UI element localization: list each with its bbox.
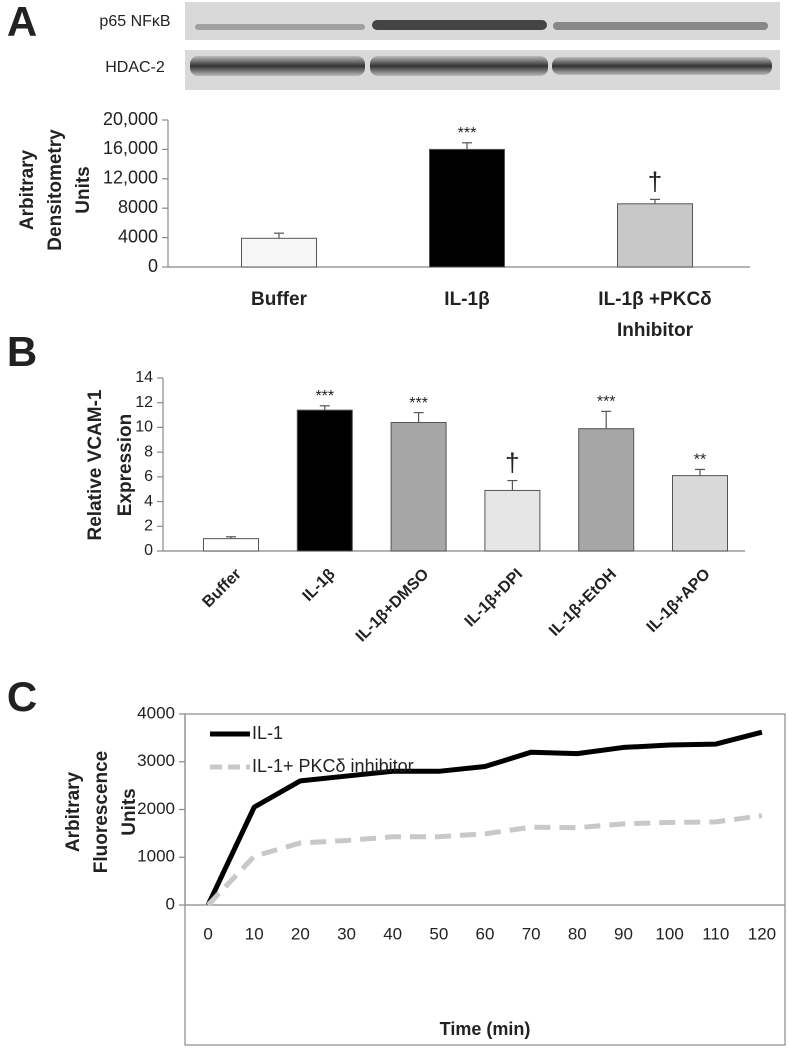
y-tick-label: 16,000 bbox=[103, 138, 158, 158]
line-series bbox=[206, 813, 763, 907]
panel-label: C bbox=[7, 673, 37, 720]
bar bbox=[578, 428, 635, 552]
y-tick-label: 3000 bbox=[137, 751, 175, 770]
x-tick-label: 20 bbox=[291, 924, 310, 943]
x-tick-label: 90 bbox=[614, 924, 633, 943]
panel-label: B bbox=[7, 328, 37, 375]
blot-label: HDAC-2 bbox=[105, 59, 165, 76]
x-tick-label: IL-1β bbox=[300, 566, 339, 605]
y-axis-label: Relative VCAM-1 bbox=[85, 389, 106, 540]
y-tick-label: 4 bbox=[144, 493, 153, 510]
x-tick-label: 50 bbox=[429, 924, 448, 943]
y-tick-label: 0 bbox=[166, 894, 175, 913]
x-tick-label: 100 bbox=[655, 924, 683, 943]
x-tick-label: Buffer bbox=[199, 566, 244, 611]
x-tick-label-box: IL-1β bbox=[444, 289, 490, 310]
x-tick-label: 10 bbox=[245, 924, 264, 943]
blot-p65 bbox=[185, 2, 780, 40]
x-tick-label-box: Buffer bbox=[251, 289, 307, 310]
x-tick-label: IL-1β+DPI bbox=[462, 566, 527, 631]
significance: † bbox=[648, 166, 662, 196]
blot-hdac2 bbox=[185, 50, 780, 90]
y-axis-label: Expression bbox=[115, 414, 136, 516]
y-tick-label: 14 bbox=[135, 369, 153, 386]
significance: *** bbox=[409, 395, 428, 412]
y-tick-label: 8 bbox=[144, 443, 153, 460]
y-axis-label: Units bbox=[119, 788, 140, 836]
bar bbox=[203, 538, 259, 552]
bar bbox=[484, 489, 541, 552]
x-axis-label: Time (min) bbox=[440, 1019, 531, 1039]
y-axis-label: Arbitrary bbox=[63, 771, 84, 852]
y-tick-label: 20,000 bbox=[103, 109, 158, 129]
y-tick-label: 12 bbox=[135, 394, 153, 411]
x-tick-label-box: IL-1β +PKCδ Inhibitor bbox=[598, 289, 712, 341]
x-tick-label: 70 bbox=[522, 924, 541, 943]
y-tick-label: 2000 bbox=[137, 799, 175, 818]
significance: *** bbox=[597, 394, 616, 411]
y-tick-label: 4000 bbox=[118, 226, 158, 246]
bar bbox=[390, 421, 447, 552]
y-tick-label: 6 bbox=[144, 468, 153, 485]
blot-label: p65 NFκB bbox=[99, 13, 170, 30]
line-series bbox=[205, 729, 763, 907]
x-tick-label: 30 bbox=[337, 924, 356, 943]
bar bbox=[241, 237, 317, 268]
y-tick-label: 10 bbox=[135, 419, 153, 436]
bar bbox=[296, 409, 353, 552]
significance: ** bbox=[694, 452, 706, 469]
x-tick-label: 80 bbox=[568, 924, 587, 943]
y-axis-label: Densitometry bbox=[45, 129, 66, 251]
y-tick-label: 1000 bbox=[137, 847, 175, 866]
legend-label: IL-1 bbox=[252, 723, 283, 743]
y-tick-label: 8000 bbox=[118, 197, 158, 217]
x-tick-label: 110 bbox=[702, 924, 729, 943]
y-tick-label: 12,000 bbox=[103, 168, 158, 188]
x-tick-label: 0 bbox=[203, 924, 212, 943]
y-tick-label: 2 bbox=[144, 518, 153, 535]
y-tick-label: 0 bbox=[148, 256, 158, 276]
bar bbox=[429, 148, 505, 268]
x-tick-label: 60 bbox=[476, 924, 495, 943]
x-tick-label: IL-1β+APO bbox=[644, 566, 714, 636]
panel-label: A bbox=[7, 0, 37, 45]
x-tick-label: 40 bbox=[383, 924, 402, 943]
y-axis-label: Units bbox=[73, 166, 94, 214]
y-axis-label: Fluorescence bbox=[91, 751, 112, 874]
legend-label: IL-1+ PKCδ inhibitor bbox=[252, 756, 414, 776]
significance: † bbox=[505, 447, 519, 477]
x-tick-label: Buffer bbox=[251, 289, 307, 310]
x-tick-label: IL-1β+DMSO bbox=[353, 566, 433, 646]
x-tick-label: IL-1β +PKCδ Inhibitor bbox=[598, 289, 712, 341]
significance: *** bbox=[458, 125, 477, 142]
plot-frame bbox=[184, 713, 786, 1046]
y-tick-label: 4000 bbox=[137, 703, 175, 722]
bar bbox=[617, 203, 693, 268]
x-tick-label: IL-1β+EtOH bbox=[546, 566, 620, 640]
y-axis-label: Arbitrary bbox=[17, 149, 38, 230]
bar bbox=[672, 475, 728, 552]
x-tick-label: 120 bbox=[748, 924, 776, 943]
y-tick-label: 0 bbox=[144, 542, 153, 559]
significance: *** bbox=[315, 388, 334, 405]
x-tick-label: IL-1β bbox=[444, 289, 490, 310]
